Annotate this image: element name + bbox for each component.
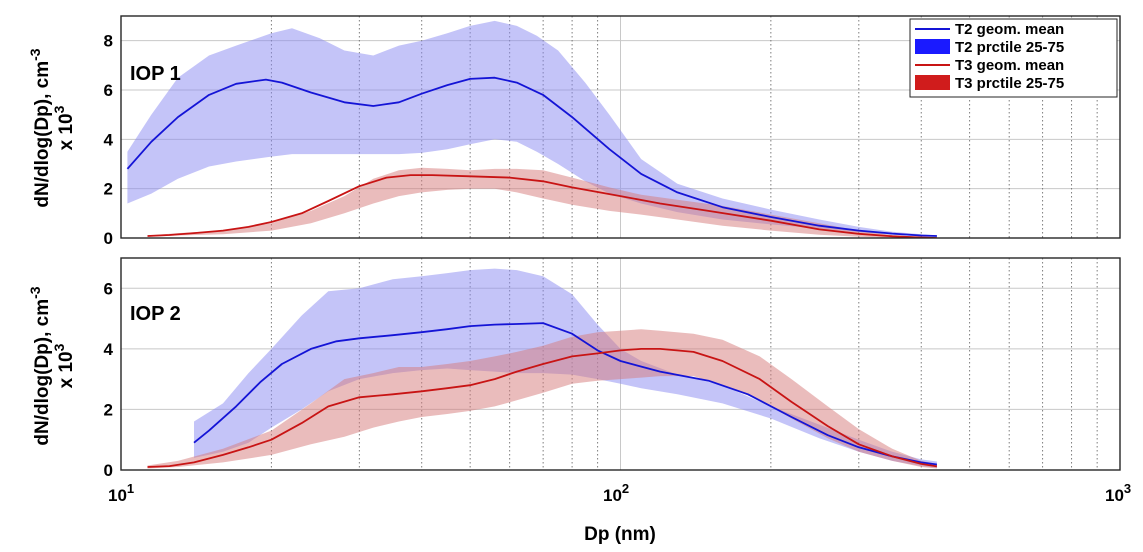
y-axis-label-line1-sup: -3	[27, 48, 43, 61]
band-t2-prctile-25-75-iop1	[127, 20, 937, 237]
legend-label-t2-mean: T2 geom. mean	[955, 21, 1064, 38]
y-axis-label-line2: x 10	[56, 351, 77, 388]
y-tick-label: 0	[104, 461, 113, 480]
svg-text:dN/dlog(Dp), cm-3: dN/dlog(Dp), cm-3	[27, 286, 53, 445]
x-tick-label-10: 101	[108, 481, 134, 505]
legend-swatch-t2-band	[915, 39, 950, 54]
axes-frame-iop1	[120, 15, 1121, 239]
y-tick-label: 2	[104, 180, 113, 199]
y-tick-label: 6	[104, 279, 113, 298]
y-axis-label-line1: dN/dlog(Dp), cm	[32, 61, 53, 208]
y-tick-labels-iop2: 0 2 4 6	[104, 279, 114, 480]
axes-frame-iop2	[120, 257, 1121, 471]
legend-swatch-t3-band	[915, 75, 950, 90]
svg-text:x 103: x 103	[51, 105, 77, 150]
panel-label-iop1: IOP 1	[130, 63, 181, 85]
y-tick-label: 8	[104, 32, 113, 51]
x-tick-labels: 101 102 103	[108, 481, 1131, 505]
legend-label-t3-mean: T3 geom. mean	[955, 57, 1064, 74]
data-iop2	[147, 268, 938, 469]
band-t3-prctile-25-75-iop2	[147, 329, 937, 469]
panel-label-iop2: IOP 2	[130, 303, 181, 325]
y-axis-label-line1: dN/dlog(Dp), cm	[32, 299, 53, 446]
x-tick-label-100: 102	[603, 481, 629, 505]
legend-item-t2-mean: T2 geom. mean	[915, 21, 1064, 38]
y-tick-label: 4	[104, 130, 114, 149]
y-tick-labels-iop1: 0 2 4 6 8	[104, 32, 114, 248]
band-t3-prctile-25-75-iop1	[147, 167, 937, 238]
panel-iop1: 0 2 4 6 8 IOP 1 dN/dlog(Dp), cm-3 x 103 T2 g…	[27, 15, 1121, 248]
y-tick-label: 2	[104, 400, 113, 419]
legend-item-t3-mean: T3 geom. mean	[915, 57, 1064, 74]
legend-label-t2-band: T2 prctile 25-75	[955, 39, 1064, 56]
legend-item-t3-band: T3 prctile 25-75	[915, 75, 1064, 92]
line-t3-geom-mean-iop2	[147, 347, 938, 468]
data-iop1	[126, 20, 937, 238]
line-t3-geom-mean-iop1	[147, 174, 937, 238]
y-axis-label-line1-sup: -3	[27, 286, 43, 299]
line-t2-geom-mean-iop2	[193, 322, 938, 466]
y-axis-label-line2: x 10	[56, 113, 77, 150]
svg-text:x 103: x 103	[51, 343, 77, 388]
y-tick-label: 6	[104, 81, 113, 100]
y-axis-label-line2-sup: 3	[51, 105, 67, 113]
legend-label-t3-band: T3 prctile 25-75	[955, 75, 1064, 92]
y-axis-label-iop2: dN/dlog(Dp), cm-3 x 103	[27, 286, 77, 445]
y-axis-label-iop1: dN/dlog(Dp), cm-3 x 103	[27, 48, 77, 207]
x-axis-label: Dp (nm)	[584, 524, 656, 545]
panel-iop2: 0 2 4 6 IOP 2 dN/dlog(Dp), cm-3 x 103 101 1…	[27, 257, 1131, 545]
legend: T2 geom. mean T2 prctile 25-75 T3 geom. …	[909, 18, 1118, 98]
line-t2-geom-mean-iop1	[126, 76, 937, 237]
y-axis-label-line2-sup: 3	[51, 343, 67, 351]
x-tick-label-1000: 103	[1105, 481, 1131, 505]
y-tick-label: 4	[104, 340, 114, 359]
y-tick-label: 0	[104, 229, 113, 248]
svg-text:dN/dlog(Dp), cm-3: dN/dlog(Dp), cm-3	[27, 48, 53, 207]
legend-item-t2-band: T2 prctile 25-75	[915, 39, 1064, 56]
